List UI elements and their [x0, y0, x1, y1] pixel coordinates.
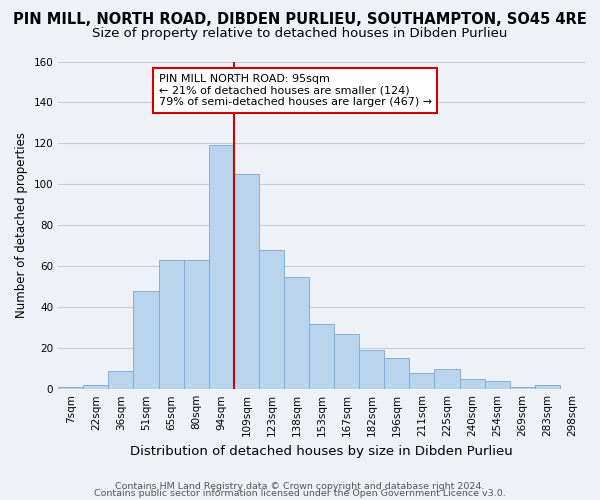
- Bar: [83, 385, 109, 389]
- Bar: [234, 174, 259, 389]
- Bar: [409, 373, 434, 389]
- Text: PIN MILL, NORTH ROAD, DIBDEN PURLIEU, SOUTHAMPTON, SO45 4RE: PIN MILL, NORTH ROAD, DIBDEN PURLIEU, SO…: [13, 12, 587, 28]
- Bar: [334, 334, 359, 389]
- Bar: [434, 368, 460, 389]
- Bar: [485, 381, 510, 389]
- Bar: [109, 370, 133, 389]
- Y-axis label: Number of detached properties: Number of detached properties: [15, 132, 28, 318]
- Bar: [209, 146, 234, 389]
- Bar: [309, 324, 334, 389]
- Text: Contains HM Land Registry data © Crown copyright and database right 2024.: Contains HM Land Registry data © Crown c…: [115, 482, 485, 491]
- Text: PIN MILL NORTH ROAD: 95sqm
← 21% of detached houses are smaller (124)
79% of sem: PIN MILL NORTH ROAD: 95sqm ← 21% of deta…: [158, 74, 431, 107]
- Bar: [259, 250, 284, 389]
- Bar: [510, 387, 535, 389]
- Bar: [535, 385, 560, 389]
- Bar: [359, 350, 385, 389]
- Bar: [460, 379, 485, 389]
- Bar: [133, 291, 158, 389]
- Bar: [158, 260, 184, 389]
- Text: Contains public sector information licensed under the Open Government Licence v3: Contains public sector information licen…: [94, 490, 506, 498]
- Text: Size of property relative to detached houses in Dibden Purlieu: Size of property relative to detached ho…: [92, 28, 508, 40]
- X-axis label: Distribution of detached houses by size in Dibden Purlieu: Distribution of detached houses by size …: [130, 444, 513, 458]
- Bar: [58, 387, 83, 389]
- Bar: [284, 276, 309, 389]
- Bar: [385, 358, 409, 389]
- Bar: [184, 260, 209, 389]
